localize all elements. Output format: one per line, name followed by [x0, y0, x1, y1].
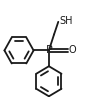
Text: O: O [69, 45, 77, 55]
Text: SH: SH [59, 16, 73, 26]
Text: P: P [45, 45, 52, 55]
